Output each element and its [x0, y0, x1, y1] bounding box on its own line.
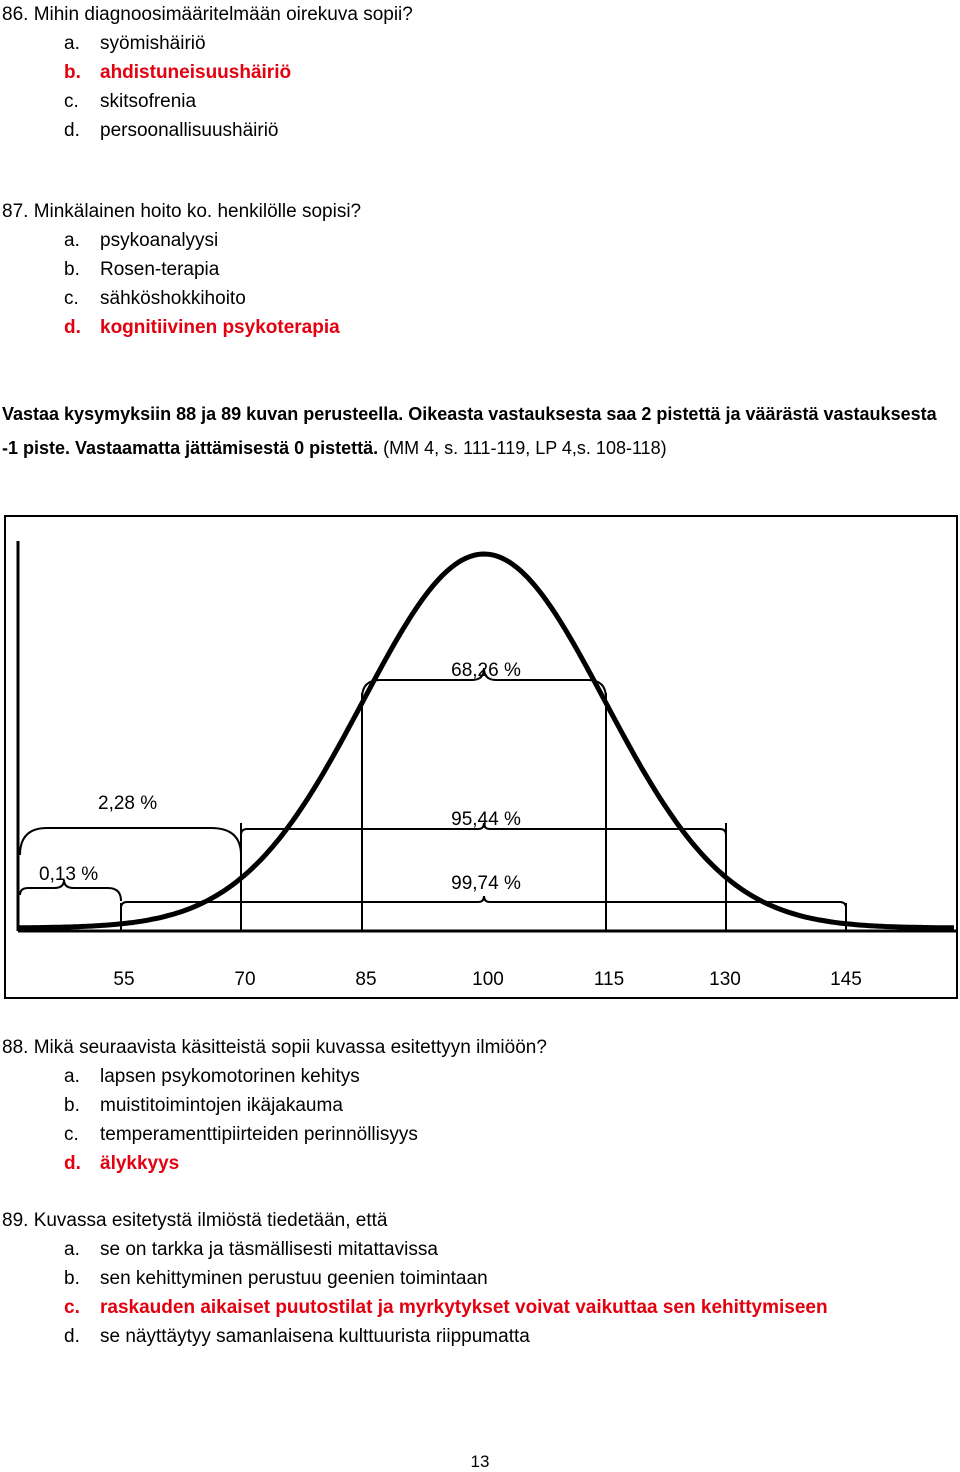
normal-distribution-figure: 68,26 % 95,44 % 99,74 % 2,28 % 0,13 % 55… — [4, 515, 958, 999]
tick-115: 115 — [594, 969, 624, 990]
option-letter: d. — [64, 120, 80, 141]
option-letter: c. — [64, 1297, 80, 1318]
option-text: temperamenttipiirteiden perinnöllisyys — [100, 1124, 418, 1145]
question-88-text: 88. Mikä seuraavista käsitteistä sopii k… — [2, 1037, 547, 1058]
option-text: Rosen-terapia — [100, 259, 220, 280]
q86-option-c[interactable]: c. skitsofrenia — [0, 87, 413, 116]
option-text: se näyttäytyy samanlaisena kulttuurista … — [100, 1326, 530, 1347]
option-letter: c. — [64, 91, 79, 112]
q88-option-d[interactable]: d. älykkyys — [0, 1149, 547, 1178]
q89-option-d[interactable]: d. se näyttäytyy samanlaisena kulttuurist… — [0, 1322, 530, 1351]
option-text: sen kehittyminen perustuu geenien toimin… — [100, 1268, 488, 1289]
option-letter: c. — [64, 1124, 79, 1145]
option-text: sähköshokkihoito — [100, 288, 246, 309]
bracket-9544 — [240, 822, 727, 836]
label-013: 0,13 % — [39, 864, 98, 885]
question-86-text: 86. Mihin diagnoosimääritelmään oirekuva… — [2, 4, 413, 25]
option-text: raskauden aikaiset puutostilat ja myrkyt… — [100, 1297, 828, 1318]
label-9974: 99,74 % — [451, 873, 521, 894]
option-text: älykkyys — [100, 1153, 180, 1174]
option-letter: a. — [64, 1239, 80, 1260]
option-letter: a. — [64, 230, 80, 251]
instructions: Vastaa kysymyksiin 88 ja 89 kuvan perust… — [2, 397, 952, 465]
distribution-graphic: 68,26 % 95,44 % 99,74 % 2,28 % 0,13 % 55… — [16, 541, 956, 990]
tick-70: 70 — [234, 969, 255, 990]
label-6826: 68,26 % — [451, 660, 521, 681]
option-letter: b. — [64, 1095, 80, 1116]
label-228: 2,28 % — [98, 793, 157, 814]
question-88: 88. Mikä seuraavista käsitteistä sopii k… — [0, 1033, 547, 1178]
bracket-9974 — [120, 895, 847, 909]
instructions-bold: Vastaa kysymyksiin 88 ja 89 kuvan perust… — [2, 404, 937, 458]
option-letter: d. — [64, 1326, 80, 1347]
question-89: 89. Kuvassa esitetystä ilmiöstä tiedetää… — [0, 1206, 828, 1351]
q86-option-b[interactable]: b. ahdistuneisuushäiriö — [0, 58, 413, 87]
q88-option-c[interactable]: c. temperamenttipiirteiden perinnöllisyys — [0, 1120, 547, 1149]
q89-option-a[interactable]: a. se on tarkka ja täsmällisesti mitattav… — [0, 1235, 438, 1264]
q88-option-a[interactable]: a. lapsen psykomotorinen kehitys — [0, 1062, 547, 1091]
page-number: 13 — [470, 1452, 490, 1471]
bracket-6826 — [361, 667, 607, 699]
instructions-reference: (MM 4, s. 111-119, LP 4,s. 108-118) — [378, 438, 667, 458]
question-87: 87. Minkälainen hoito ko. henkilölle sop… — [0, 197, 361, 342]
q87-option-b[interactable]: b. Rosen-terapia — [0, 255, 361, 284]
option-letter: d. — [64, 317, 81, 338]
option-text: lapsen psykomotorinen kehitys — [100, 1066, 360, 1087]
tick-labels: 55 70 85 100 115 130 145 — [113, 969, 861, 990]
option-text: se on tarkka ja täsmällisesti mitattavis… — [100, 1239, 438, 1260]
bracket-228 — [19, 827, 242, 856]
option-letter: a. — [64, 33, 80, 54]
question-86: 86. Mihin diagnoosimääritelmään oirekuva… — [0, 0, 413, 145]
q86-option-a[interactable]: a. syömishäiriö — [0, 29, 413, 58]
option-letter: c. — [64, 288, 79, 309]
option-text: syömishäiriö — [100, 33, 206, 54]
option-text: persoonallisuushäiriö — [100, 120, 279, 141]
option-letter: b. — [64, 1268, 80, 1289]
q86-option-d[interactable]: d. persoonallisuushäiriö — [0, 116, 413, 145]
tick-85: 85 — [355, 969, 376, 990]
question-89-text: 89. Kuvassa esitetystä ilmiöstä tiedetää… — [2, 1210, 388, 1231]
brackets — [19, 667, 847, 909]
question-87-text: 87. Minkälainen hoito ko. henkilölle sop… — [2, 201, 362, 222]
q89-option-b[interactable]: b. sen kehittyminen perustuu geenien toim… — [0, 1264, 488, 1293]
option-text: muistitoimintojen ikäjakauma — [100, 1095, 343, 1116]
q87-option-a[interactable]: a. psykoanalyysi — [0, 226, 361, 255]
q87-option-c[interactable]: c. sähköshokkihoito — [0, 284, 361, 313]
option-letter: b. — [64, 259, 80, 280]
option-letter: d. — [64, 1153, 81, 1174]
tick-55: 55 — [113, 969, 134, 990]
option-text: kognitiivinen psykoterapia — [100, 317, 340, 338]
label-9544: 95,44 % — [451, 809, 521, 830]
tick-100: 100 — [472, 969, 504, 990]
option-text: ahdistuneisuushäiriö — [100, 62, 292, 83]
option-letter: b. — [64, 62, 81, 83]
option-text: psykoanalyysi — [100, 230, 219, 251]
q89-option-c[interactable]: c. raskauden aikaiset puutostilat ja myrk… — [0, 1293, 828, 1322]
q88-option-b[interactable]: b. muistitoimintojen ikäjakauma — [0, 1091, 547, 1120]
tick-145: 145 — [830, 969, 862, 990]
q87-option-d[interactable]: d. kognitiivinen psykoterapia — [0, 313, 361, 342]
percent-labels: 68,26 % 95,44 % 99,74 % 2,28 % 0,13 % — [39, 660, 521, 894]
tick-130: 130 — [709, 969, 741, 990]
bracket-013 — [19, 879, 122, 902]
option-text: skitsofrenia — [100, 91, 197, 112]
bell-curve — [18, 551, 954, 931]
option-letter: a. — [64, 1066, 80, 1087]
